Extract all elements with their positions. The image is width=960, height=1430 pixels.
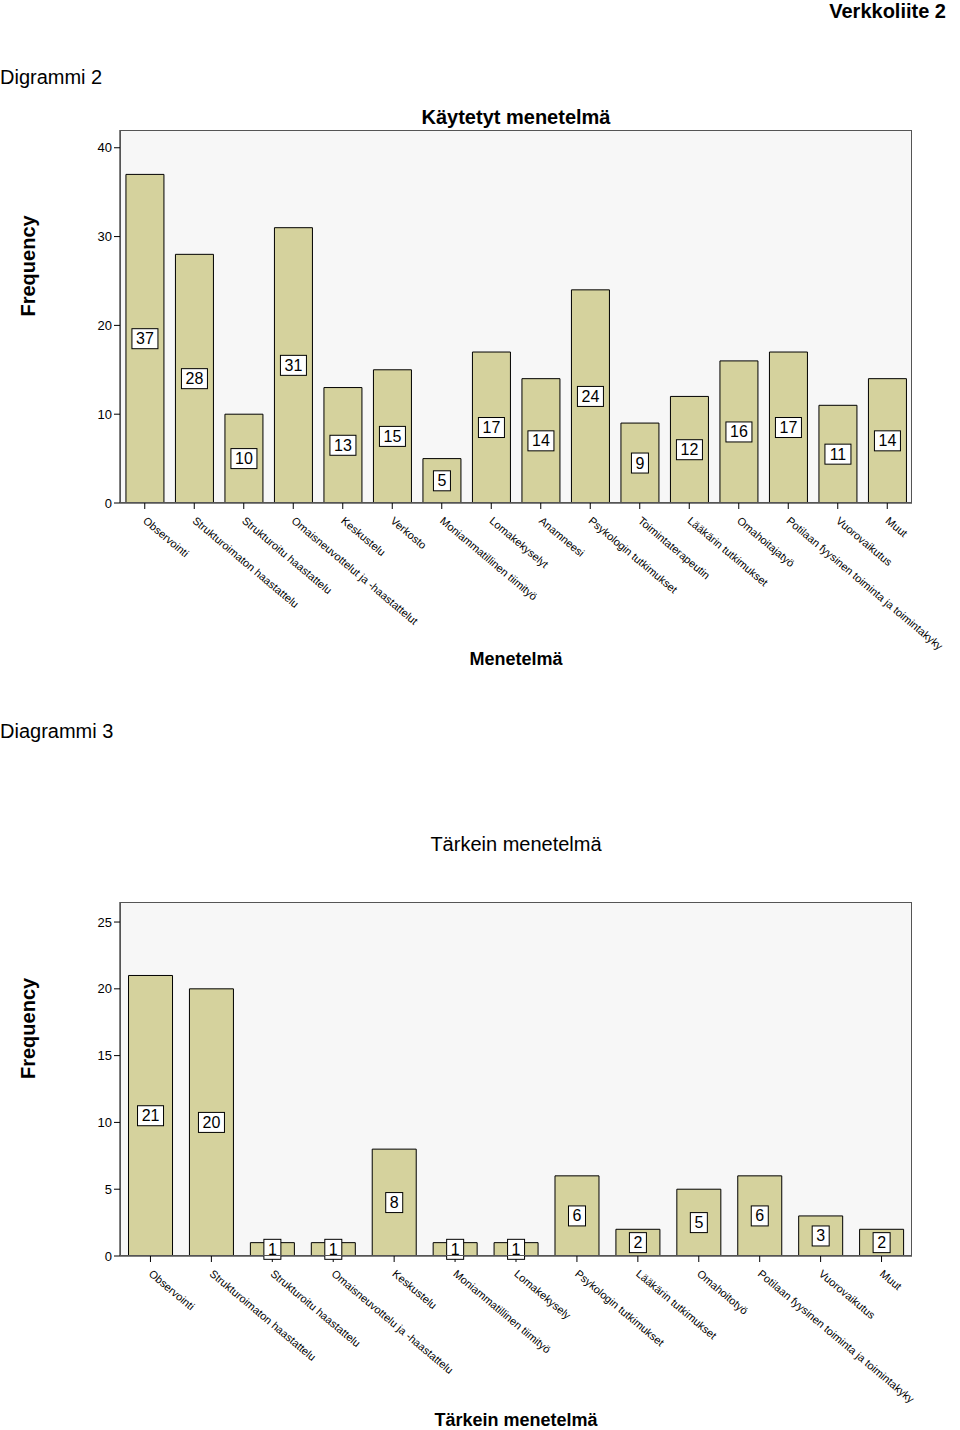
svg-text:Frequency: Frequency [17,214,39,316]
html-text:Käytetyt menetelmä: Käytetyt menetelmä [421,106,611,128]
svg-text:24: 24 [582,388,600,405]
svg-text:2: 2 [877,1234,886,1251]
svg-text:Potilaan fyysinen toiminta ja: Potilaan fyysinen toiminta ja toimintaky… [756,1267,917,1405]
svg-text:Observointi: Observointi [147,1267,197,1312]
svg-text:Keskustelu: Keskustelu [390,1267,439,1311]
svg-text:Strukturoimaton haastattelu: Strukturoimaton haastattelu [190,514,301,610]
svg-text:8: 8 [390,1194,399,1211]
svg-text:21: 21 [142,1107,160,1124]
svg-text:Menetelmä: Menetelmä [469,649,563,665]
svg-text:Omahoitajatyö: Omahoitajatyö [734,514,797,570]
svg-text:0: 0 [105,496,112,511]
svg-text:Verkosto: Verkosto [388,514,429,551]
html-text:Digrammi 2: Digrammi 2 [0,66,103,88]
svg-text:28: 28 [186,370,204,387]
svg-text:Lomakekyselyt: Lomakekyselyt [487,514,551,571]
svg-text:5: 5 [437,472,446,489]
svg-text:Tärkein menetelmä: Tärkein menetelmä [434,1410,598,1426]
svg-text:Vuorovaikutus: Vuorovaikutus [833,514,895,569]
svg-text:31: 31 [285,357,303,374]
svg-text:Observointi: Observointi [141,514,191,559]
svg-text:40: 40 [98,140,112,155]
svg-text:Omaisneuvottelu ja -haastattel: Omaisneuvottelu ja -haastattelu [329,1267,455,1376]
svg-text:Lomakekysely: Lomakekysely [512,1267,573,1321]
html-text:Verkkoliite 2: Verkkoliite 2 [829,0,946,22]
svg-text:15: 15 [384,428,402,445]
svg-text:Muut: Muut [883,514,909,539]
svg-text:5: 5 [105,1182,112,1197]
svg-text:Omaisneuvottelut ja -haastatte: Omaisneuvottelut ja -haastattelut [289,514,421,627]
svg-text:Lääkärin tutkimukset: Lääkärin tutkimukset [634,1267,719,1342]
svg-text:9: 9 [635,455,644,472]
svg-text:Muut: Muut [878,1267,904,1292]
svg-text:16: 16 [730,423,748,440]
svg-text:20: 20 [98,318,112,333]
svg-text:Moniammatillinen tiimityö: Moniammatillinen tiimityö [451,1267,553,1355]
svg-text:Frequency: Frequency [17,977,39,1079]
svg-text:20: 20 [98,981,112,996]
svg-text:Toimintaterapeutin: Toimintaterapeutin [635,514,713,582]
svg-text:6: 6 [573,1207,582,1224]
html-text:Diagrammi 3: Diagrammi 3 [0,720,114,742]
svg-text:3: 3 [816,1227,825,1244]
svg-text:Lääkärin tutkimukset: Lääkärin tutkimukset [685,514,770,588]
svg-text:10: 10 [98,1115,112,1130]
svg-text:17: 17 [780,419,798,436]
svg-text:1: 1 [268,1241,277,1258]
svg-text:Strukturoimaton haastattelu: Strukturoimaton haastattelu [208,1267,319,1363]
svg-text:30: 30 [98,229,112,244]
svg-text:20: 20 [203,1114,221,1131]
svg-text:1: 1 [451,1241,460,1258]
svg-text:Omahoitotyö: Omahoitotyö [695,1267,750,1316]
svg-text:Psykologin tutkimukset: Psykologin tutkimukset [573,1267,667,1349]
svg-text:Psykologin tutkimukset: Psykologin tutkimukset [586,514,679,595]
svg-text:1: 1 [329,1241,338,1258]
svg-text:14: 14 [532,432,550,449]
svg-text:14: 14 [879,432,897,449]
svg-text:Strukturoitu haastattelu: Strukturoitu haastattelu [240,514,334,596]
svg-text:Potilaan fyysinen toiminta ja: Potilaan fyysinen toiminta ja toimintaky… [784,514,945,652]
svg-text:6: 6 [755,1207,764,1224]
svg-text:15: 15 [98,1048,112,1063]
svg-text:11: 11 [830,446,847,463]
svg-text:Vuorovaikutus: Vuorovaikutus [817,1267,878,1321]
svg-text:12: 12 [681,441,699,458]
svg-text:25: 25 [98,915,112,930]
svg-text:10: 10 [98,407,112,422]
svg-text:37: 37 [136,330,154,347]
svg-text:17: 17 [483,419,501,436]
svg-text:5: 5 [694,1214,703,1231]
svg-text:10: 10 [235,450,253,467]
html-text:Tärkein menetelmä: Tärkein menetelmä [430,833,602,855]
svg-text:2: 2 [633,1234,642,1251]
svg-text:Anamneesi: Anamneesi [537,514,587,559]
svg-text:13: 13 [334,437,352,454]
svg-text:Moniammatillinen tiimityö: Moniammatillinen tiimityö [438,514,540,602]
svg-text:1: 1 [512,1241,521,1258]
svg-text:Strukturoitu haastattelu: Strukturoitu haastattelu [268,1267,363,1350]
svg-text:Keskustelu: Keskustelu [339,514,388,558]
svg-text:0: 0 [105,1249,112,1264]
